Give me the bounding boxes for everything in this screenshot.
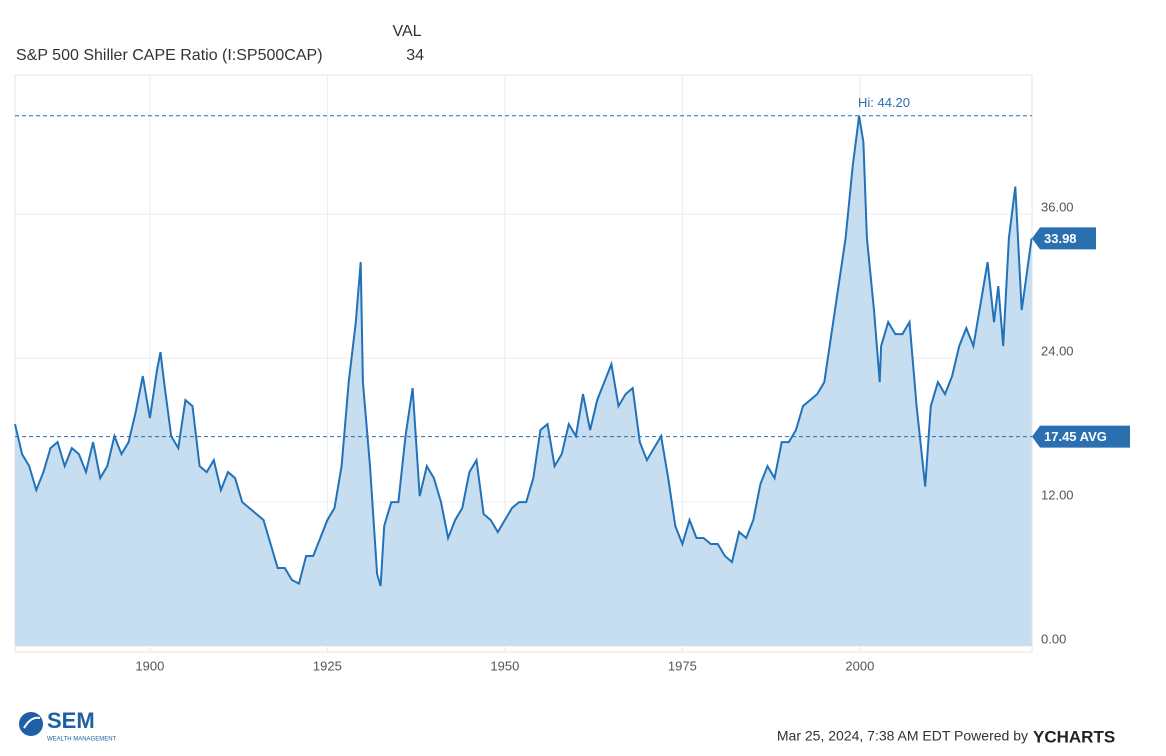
header-label: VAL bbox=[392, 23, 421, 40]
timestamp: Mar 25, 2024, 7:38 AM EDT Powered by bbox=[777, 728, 1028, 744]
logo-text: SEM bbox=[47, 708, 95, 733]
x-tick-label: 1925 bbox=[313, 658, 342, 673]
y-tick-label: 24.00 bbox=[1041, 344, 1074, 359]
x-tick-label: 1900 bbox=[135, 658, 164, 673]
logo-swoosh bbox=[23, 716, 41, 729]
header-value: 34 bbox=[406, 47, 424, 64]
area bbox=[15, 115, 1032, 647]
last-value-label: 33.98 bbox=[1044, 231, 1077, 246]
y-tick-label: 0.00 bbox=[1041, 631, 1066, 646]
sem-logo: SEM WEALTH MANAGEMENT bbox=[19, 708, 117, 743]
brand: YCHARTS bbox=[1033, 727, 1115, 746]
y-tick-label: 36.00 bbox=[1041, 200, 1074, 215]
x-tick-label: 1950 bbox=[490, 658, 519, 673]
y-tick-label: 12.00 bbox=[1041, 487, 1074, 502]
plot-border bbox=[14, 74, 1033, 653]
last-value-badge bbox=[1032, 227, 1096, 250]
x-tick-label: 2000 bbox=[845, 658, 874, 673]
average-label: 17.45 AVG bbox=[1044, 429, 1107, 444]
average-badge bbox=[1032, 425, 1130, 448]
line bbox=[14, 115, 1033, 587]
high-label: Hi: 44.20 bbox=[858, 95, 910, 110]
logo-subtext: WEALTH MANAGEMENT bbox=[47, 737, 117, 743]
logo-icon bbox=[19, 712, 43, 736]
legend-entry: S&P 500 Shiller CAPE Ratio (I:SP500CAP) bbox=[16, 47, 323, 64]
x-tick-label: 1975 bbox=[668, 658, 697, 673]
